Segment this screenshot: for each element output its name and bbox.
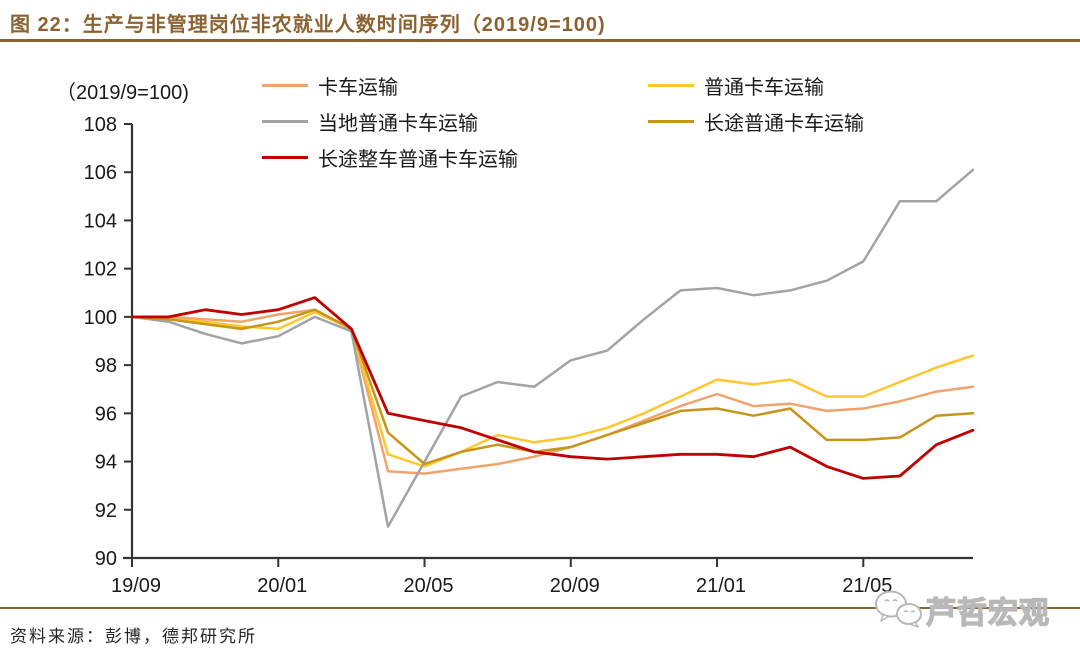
figure-title: 图 22：生产与非管理岗位非农就业人数时间序列（2019/9=100) xyxy=(10,14,606,36)
bottom-divider xyxy=(0,607,1080,609)
y-tick-label: 90 xyxy=(95,548,117,570)
legend-label: 长途整车普通卡车运输 xyxy=(318,148,518,171)
series-line-5 xyxy=(130,296,975,480)
legend-item: 普通卡车运输 xyxy=(648,72,824,99)
legend-item: 长途普通卡车运输 xyxy=(648,108,864,135)
legend-swatch xyxy=(648,119,694,123)
y-tick-label: 106 xyxy=(84,162,117,184)
x-tick-label: 20/09 xyxy=(550,575,600,597)
legend-label: 卡车运输 xyxy=(318,76,398,99)
y-axis-unit-label: （2019/9=100) xyxy=(56,82,189,104)
legend-label: 长途普通卡车运输 xyxy=(704,112,864,135)
x-tick-label: 20/01 xyxy=(257,575,307,597)
legend-label: 普通卡车运输 xyxy=(704,76,824,99)
y-tick-label: 94 xyxy=(95,452,117,474)
source-note: 资料来源：彭博，德邦研究所 xyxy=(10,627,257,646)
legend-swatch xyxy=(262,155,308,159)
x-tick-label: 21/05 xyxy=(842,575,892,597)
y-tick-label: 100 xyxy=(84,307,117,329)
wechat-icon xyxy=(875,590,922,628)
y-tick-label: 92 xyxy=(95,500,117,522)
y-tick-label: 96 xyxy=(95,403,117,425)
watermark-text: 芦哲宏观 xyxy=(925,596,1050,630)
title-divider xyxy=(0,39,1080,42)
chart-legend: 卡车运输 普通卡车运输当地普通卡车运输 长途普通卡车运输长途整车普通卡车运输 xyxy=(0,0,1080,180)
y-tick-label: 98 xyxy=(95,355,117,377)
series-line-3 xyxy=(130,168,975,528)
legend-swatch xyxy=(262,119,308,123)
legend-swatch xyxy=(262,83,308,87)
y-tick-label: 104 xyxy=(84,210,117,232)
x-tick-label: 20/05 xyxy=(403,575,453,597)
legend-item: 长途整车普通卡车运输 xyxy=(262,144,518,171)
legend-swatch xyxy=(648,83,694,87)
x-tick-label: 21/01 xyxy=(696,575,746,597)
watermark: 芦哲宏观 xyxy=(872,585,1080,635)
series-line-1 xyxy=(130,308,975,475)
legend-label: 当地普通卡车运输 xyxy=(318,112,478,135)
x-tick-label: 19/09 xyxy=(111,575,161,597)
y-tick-label: 108 xyxy=(84,114,117,136)
legend-item: 卡车运输 xyxy=(262,72,398,99)
y-tick-label: 102 xyxy=(84,259,117,281)
series-line-2 xyxy=(130,310,975,468)
series-line-4 xyxy=(130,308,975,466)
legend-item: 当地普通卡车运输 xyxy=(262,108,478,135)
